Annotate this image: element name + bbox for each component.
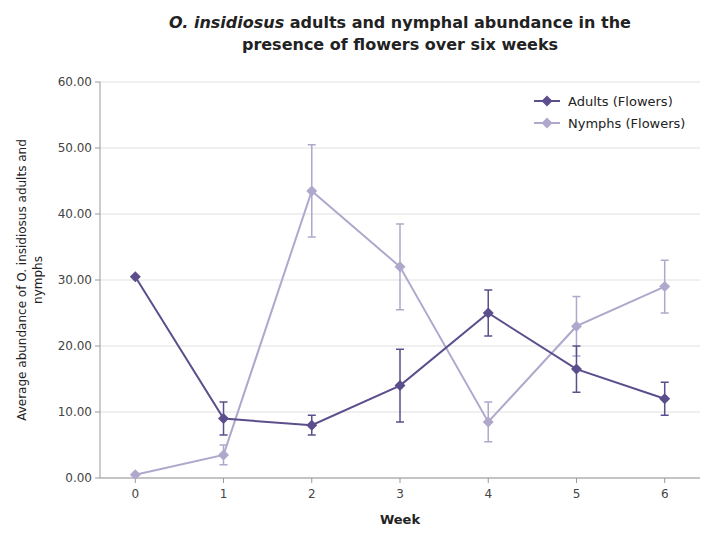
x-tick	[400, 478, 401, 483]
plot-area	[130, 145, 670, 479]
legend-marker	[542, 96, 553, 107]
point	[659, 281, 670, 292]
x-tick-label: 1	[220, 487, 228, 501]
series-line	[135, 191, 664, 475]
point	[218, 413, 229, 424]
legend-marker	[542, 118, 553, 129]
point	[130, 271, 141, 282]
legend: Adults (Flowers) Nymphs (Flowers)	[534, 94, 685, 131]
y-tick-label: 50.00	[58, 141, 92, 155]
x-tick-label: 5	[573, 487, 581, 501]
x-tick	[576, 478, 577, 483]
legend-label: Adults (Flowers)	[568, 94, 673, 109]
point	[571, 364, 582, 375]
series-line	[135, 277, 664, 426]
y-axis-label-line: Average abundance of O. insidiosus adult…	[15, 139, 29, 421]
point	[395, 261, 406, 272]
grid-line	[100, 82, 700, 83]
x-tick-label: 2	[308, 487, 316, 501]
point	[571, 321, 582, 332]
y-axis-label: Average abundance of O. insidiosus adult…	[15, 139, 45, 421]
x-tick-label: 3	[396, 487, 404, 501]
series	[130, 271, 670, 435]
y-tick-label: 30.00	[58, 273, 92, 287]
title: O. insidiosus adults and nymphal abundan…	[169, 13, 631, 54]
point	[483, 308, 494, 319]
chart: O. insidiosus adults and nymphal abundan…	[0, 0, 720, 540]
y-tick	[95, 346, 100, 347]
point	[395, 380, 406, 391]
axes: 0.00 10.00 20.00 30.00 40.00 50.00 60.00 0 1 2 3 4 5…	[58, 75, 700, 501]
grid	[100, 82, 700, 478]
point	[483, 416, 494, 427]
x-tick-label: 4	[484, 487, 492, 501]
point	[306, 185, 317, 196]
title-line: presence of flowers over six weeks	[242, 35, 558, 54]
y-tick-label: 10.00	[58, 405, 92, 419]
x-tick-label: 0	[131, 487, 139, 501]
x-tick	[311, 478, 312, 483]
grid-line	[100, 346, 700, 347]
y-tick-label: 0.00	[65, 471, 92, 485]
x-tick	[488, 478, 489, 483]
x-axis-label: Week	[380, 512, 421, 527]
point	[130, 469, 141, 479]
y-tick-label: 40.00	[58, 207, 92, 221]
y-tick	[95, 478, 100, 479]
series	[130, 145, 670, 479]
y-tick-label: 20.00	[58, 339, 92, 353]
grid-line	[100, 148, 700, 149]
y-tick	[95, 148, 100, 149]
y-tick	[95, 214, 100, 215]
x-tick	[664, 478, 665, 483]
y-axis-line	[100, 82, 101, 478]
y-tick	[95, 82, 100, 83]
x-tick	[223, 478, 224, 483]
x-axis-line	[100, 478, 700, 479]
y-axis-label-line: nymphs	[31, 256, 45, 304]
grid-line	[100, 478, 700, 479]
title-rest: adults and nymphal abundance in the	[284, 13, 631, 32]
legend-label: Nymphs (Flowers)	[568, 116, 685, 131]
point	[659, 393, 670, 404]
grid-line	[100, 214, 700, 215]
x-tick-label: 6	[661, 487, 669, 501]
title-italic: O. insidiosus	[169, 13, 284, 32]
y-tick-label: 60.00	[58, 75, 92, 89]
point	[306, 420, 317, 431]
point	[218, 449, 229, 460]
y-tick	[95, 280, 100, 281]
y-tick	[95, 412, 100, 413]
background	[0, 0, 720, 540]
